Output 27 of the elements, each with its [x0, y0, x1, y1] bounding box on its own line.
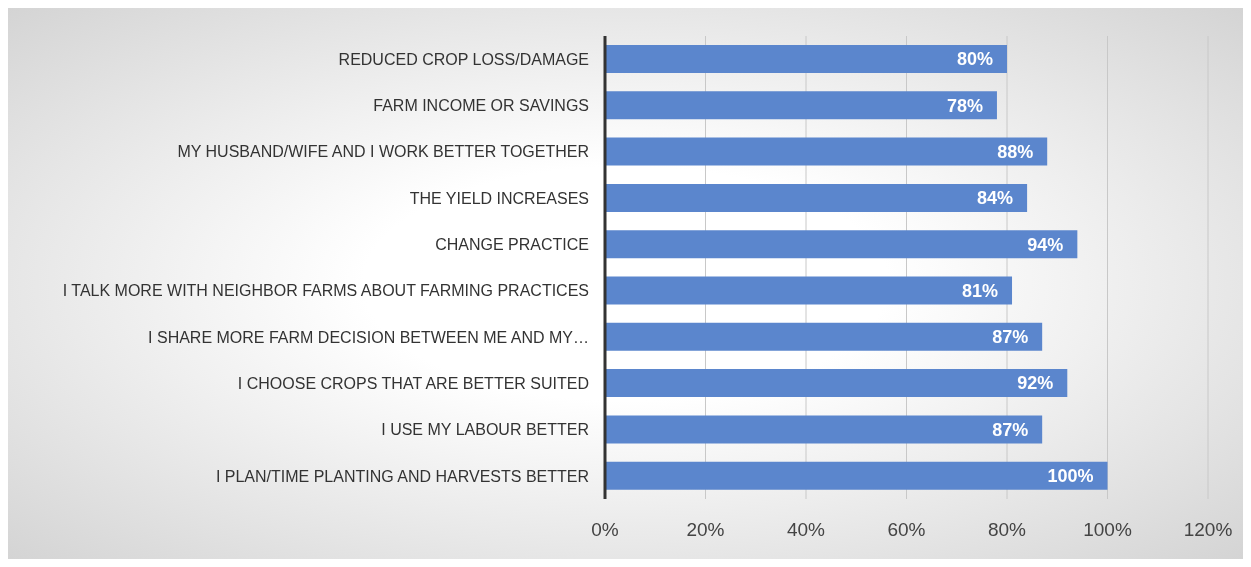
y-tick-label: I PLAN/TIME PLANTING AND HARVESTS BETTER	[215, 467, 589, 485]
data-label: 88%	[997, 141, 1034, 162]
y-tick-label: I TALK MORE WITH NEIGHBOR FARMS ABOUT FARMING PRACTICES	[62, 282, 589, 300]
y-tick-label: MY HUSBAND/WIFE AND I WORK BETTER TOGETHER	[177, 143, 589, 161]
x-tick-label: 40%	[786, 519, 826, 541]
y-tick-label: I USE MY LABOUR BETTER	[381, 421, 589, 439]
x-tick-label: 120%	[1183, 519, 1233, 541]
data-label: 81%	[961, 280, 999, 301]
y-tick-label: THE YIELD INCREASES	[409, 189, 589, 207]
data-label: 84%	[977, 188, 1014, 209]
data-label: 100%	[1047, 466, 1094, 486]
x-tick-label: 80%	[987, 519, 1027, 541]
y-tick-label: FARM INCOME OR SAVINGS	[373, 97, 589, 115]
data-label: 92%	[1017, 373, 1054, 394]
data-label: 80%	[956, 49, 993, 70]
y-tick-label: REDUCED CROP LOSS/DAMAGE	[338, 50, 589, 68]
x-tick-label: 60%	[887, 519, 926, 541]
data-label: 94%	[1027, 234, 1064, 255]
x-tick-label: 100%	[1083, 519, 1132, 541]
data-label: 78%	[946, 95, 983, 116]
x-tick-label: 0%	[591, 519, 619, 541]
data-label: 87%	[992, 419, 1029, 440]
y-tick-label: CHANGE PRACTICE	[435, 236, 589, 254]
y-tick-label: I CHOOSE CROPS THAT ARE BETTER SUITED	[237, 374, 589, 392]
x-tick-label: 20%	[686, 519, 725, 541]
data-label: 87%	[992, 327, 1029, 348]
y-tick-label: I SHARE MORE FARM DECISION BETWEEN ME AND MY…	[148, 328, 589, 346]
